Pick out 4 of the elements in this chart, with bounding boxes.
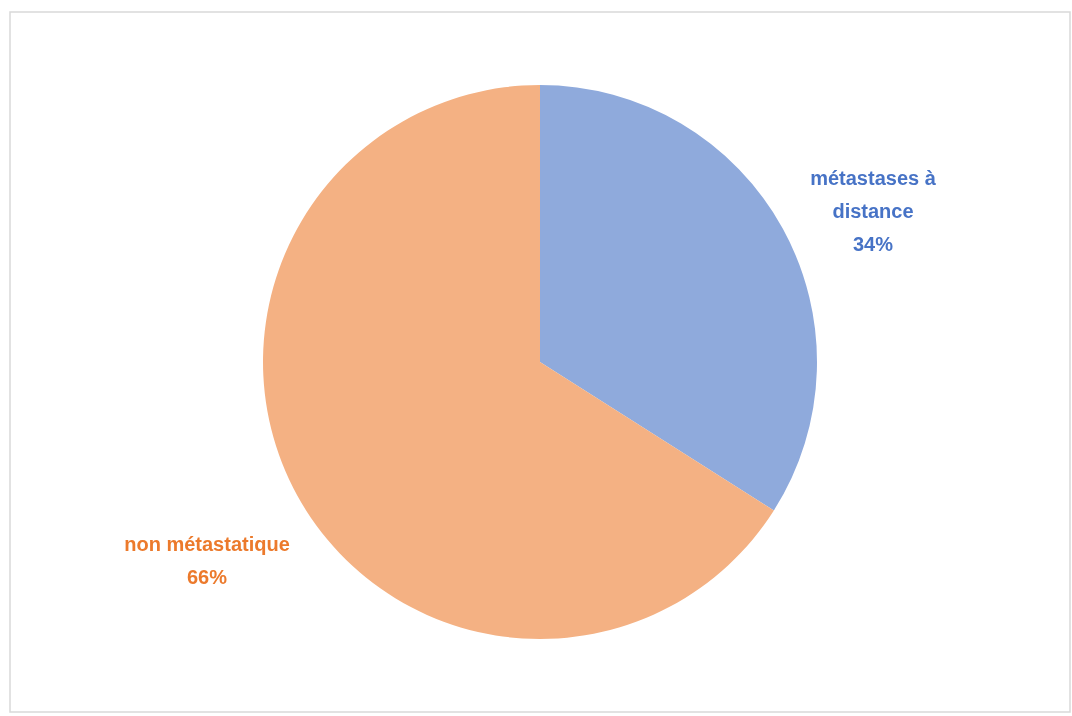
slice-label: métastases à distance [810,166,937,222]
slice-label: non métastatique [124,533,290,556]
data-label: 66% [186,566,228,589]
data-label: 34% [852,232,894,255]
